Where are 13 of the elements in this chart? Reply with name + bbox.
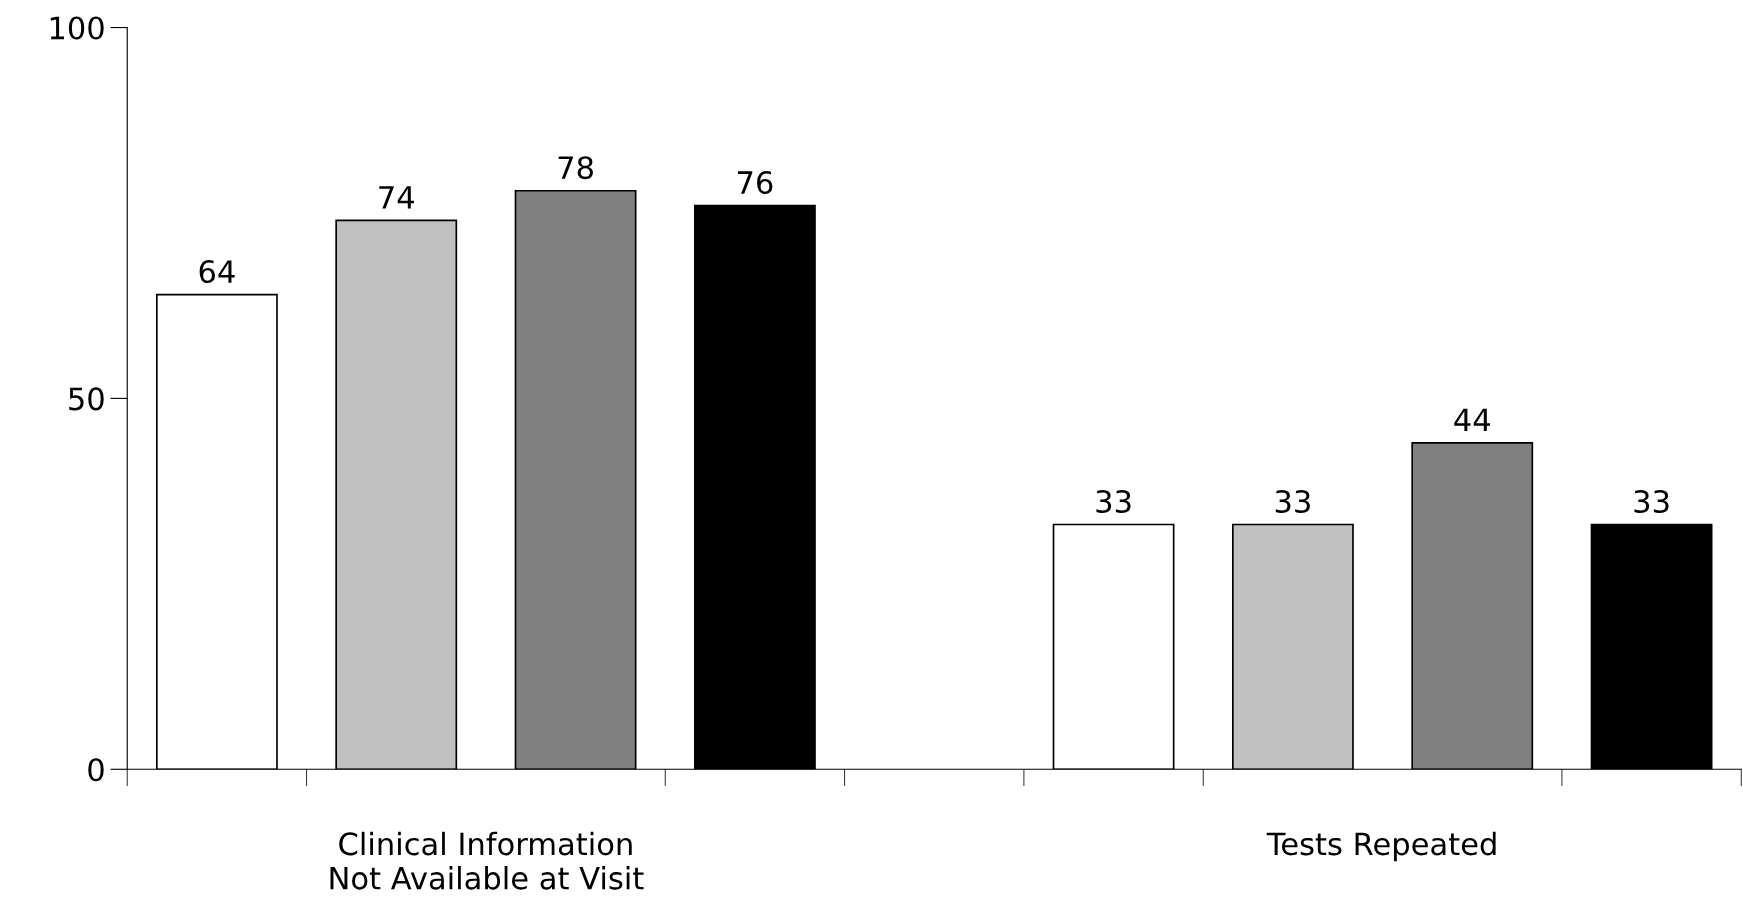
x-tick-label: Clinical Information Not Available at Visit (330, 831, 644, 890)
data-label: 64 (199, 259, 235, 284)
data-label: 76 (737, 170, 773, 195)
y-tick-label: 50 (69, 387, 104, 411)
data-label: 44 (1454, 408, 1490, 432)
y-tick-label: 100 (50, 16, 104, 40)
data-label: 33 (1634, 489, 1669, 514)
data-label: 78 (558, 156, 593, 180)
data-label: 33 (1275, 489, 1310, 514)
data-label: 33 (1096, 489, 1131, 514)
data-label: 74 (379, 186, 414, 209)
x-tick-label: Tests Repeated (1266, 831, 1496, 862)
y-tick-label: 0 (88, 758, 104, 782)
